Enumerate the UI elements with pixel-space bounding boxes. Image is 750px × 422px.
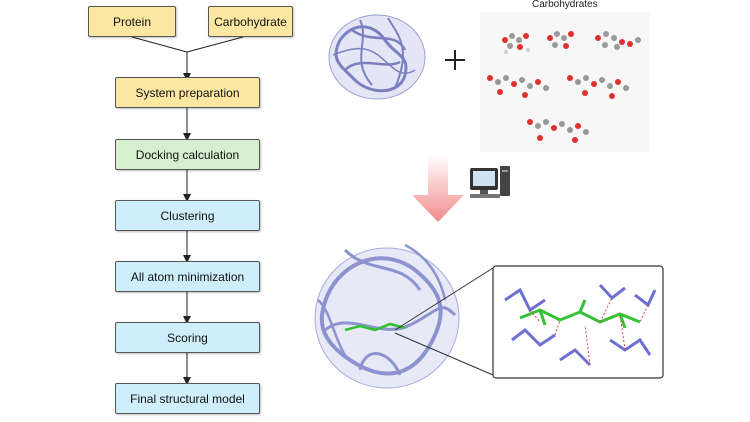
down-arrow-graphic xyxy=(412,155,464,222)
step-label: All atom minimization xyxy=(130,269,245,284)
step-label: Scoring xyxy=(167,330,208,345)
step-all-atom-minimization: All atom minimization xyxy=(115,261,260,292)
merge-line-left xyxy=(131,36,188,53)
step-final-structural-model: Final structural model xyxy=(115,383,260,414)
step-label: Final structural model xyxy=(130,391,245,406)
binding-site-inset xyxy=(492,265,664,379)
merge-line-right xyxy=(186,36,244,53)
zoom-line-top xyxy=(394,267,494,331)
docked-complex-image xyxy=(314,243,460,389)
step-label: Docking calculation xyxy=(135,147,240,162)
step-scoring: Scoring xyxy=(115,322,260,353)
carbohydrate-label: Carbohydrate xyxy=(214,14,287,29)
carbohydrate-box: Carbohydrate xyxy=(208,6,293,37)
step-label: System preparation xyxy=(135,85,240,100)
protein-structure-image xyxy=(328,14,426,100)
step-system-preparation: System preparation xyxy=(115,77,260,108)
protein-label: Protein xyxy=(112,14,152,29)
protein-box: Protein xyxy=(88,6,176,37)
step-clustering: Clustering xyxy=(115,200,260,231)
zoom-line-bottom xyxy=(394,332,494,376)
carbohydrates-title: Carbohydrates xyxy=(532,0,598,10)
step-docking-calculation: Docking calculation xyxy=(115,139,260,170)
carbohydrate-molecules-image xyxy=(480,12,650,152)
plus-icon xyxy=(445,50,465,70)
step-label: Clustering xyxy=(160,208,215,223)
computer-icon xyxy=(470,166,510,198)
